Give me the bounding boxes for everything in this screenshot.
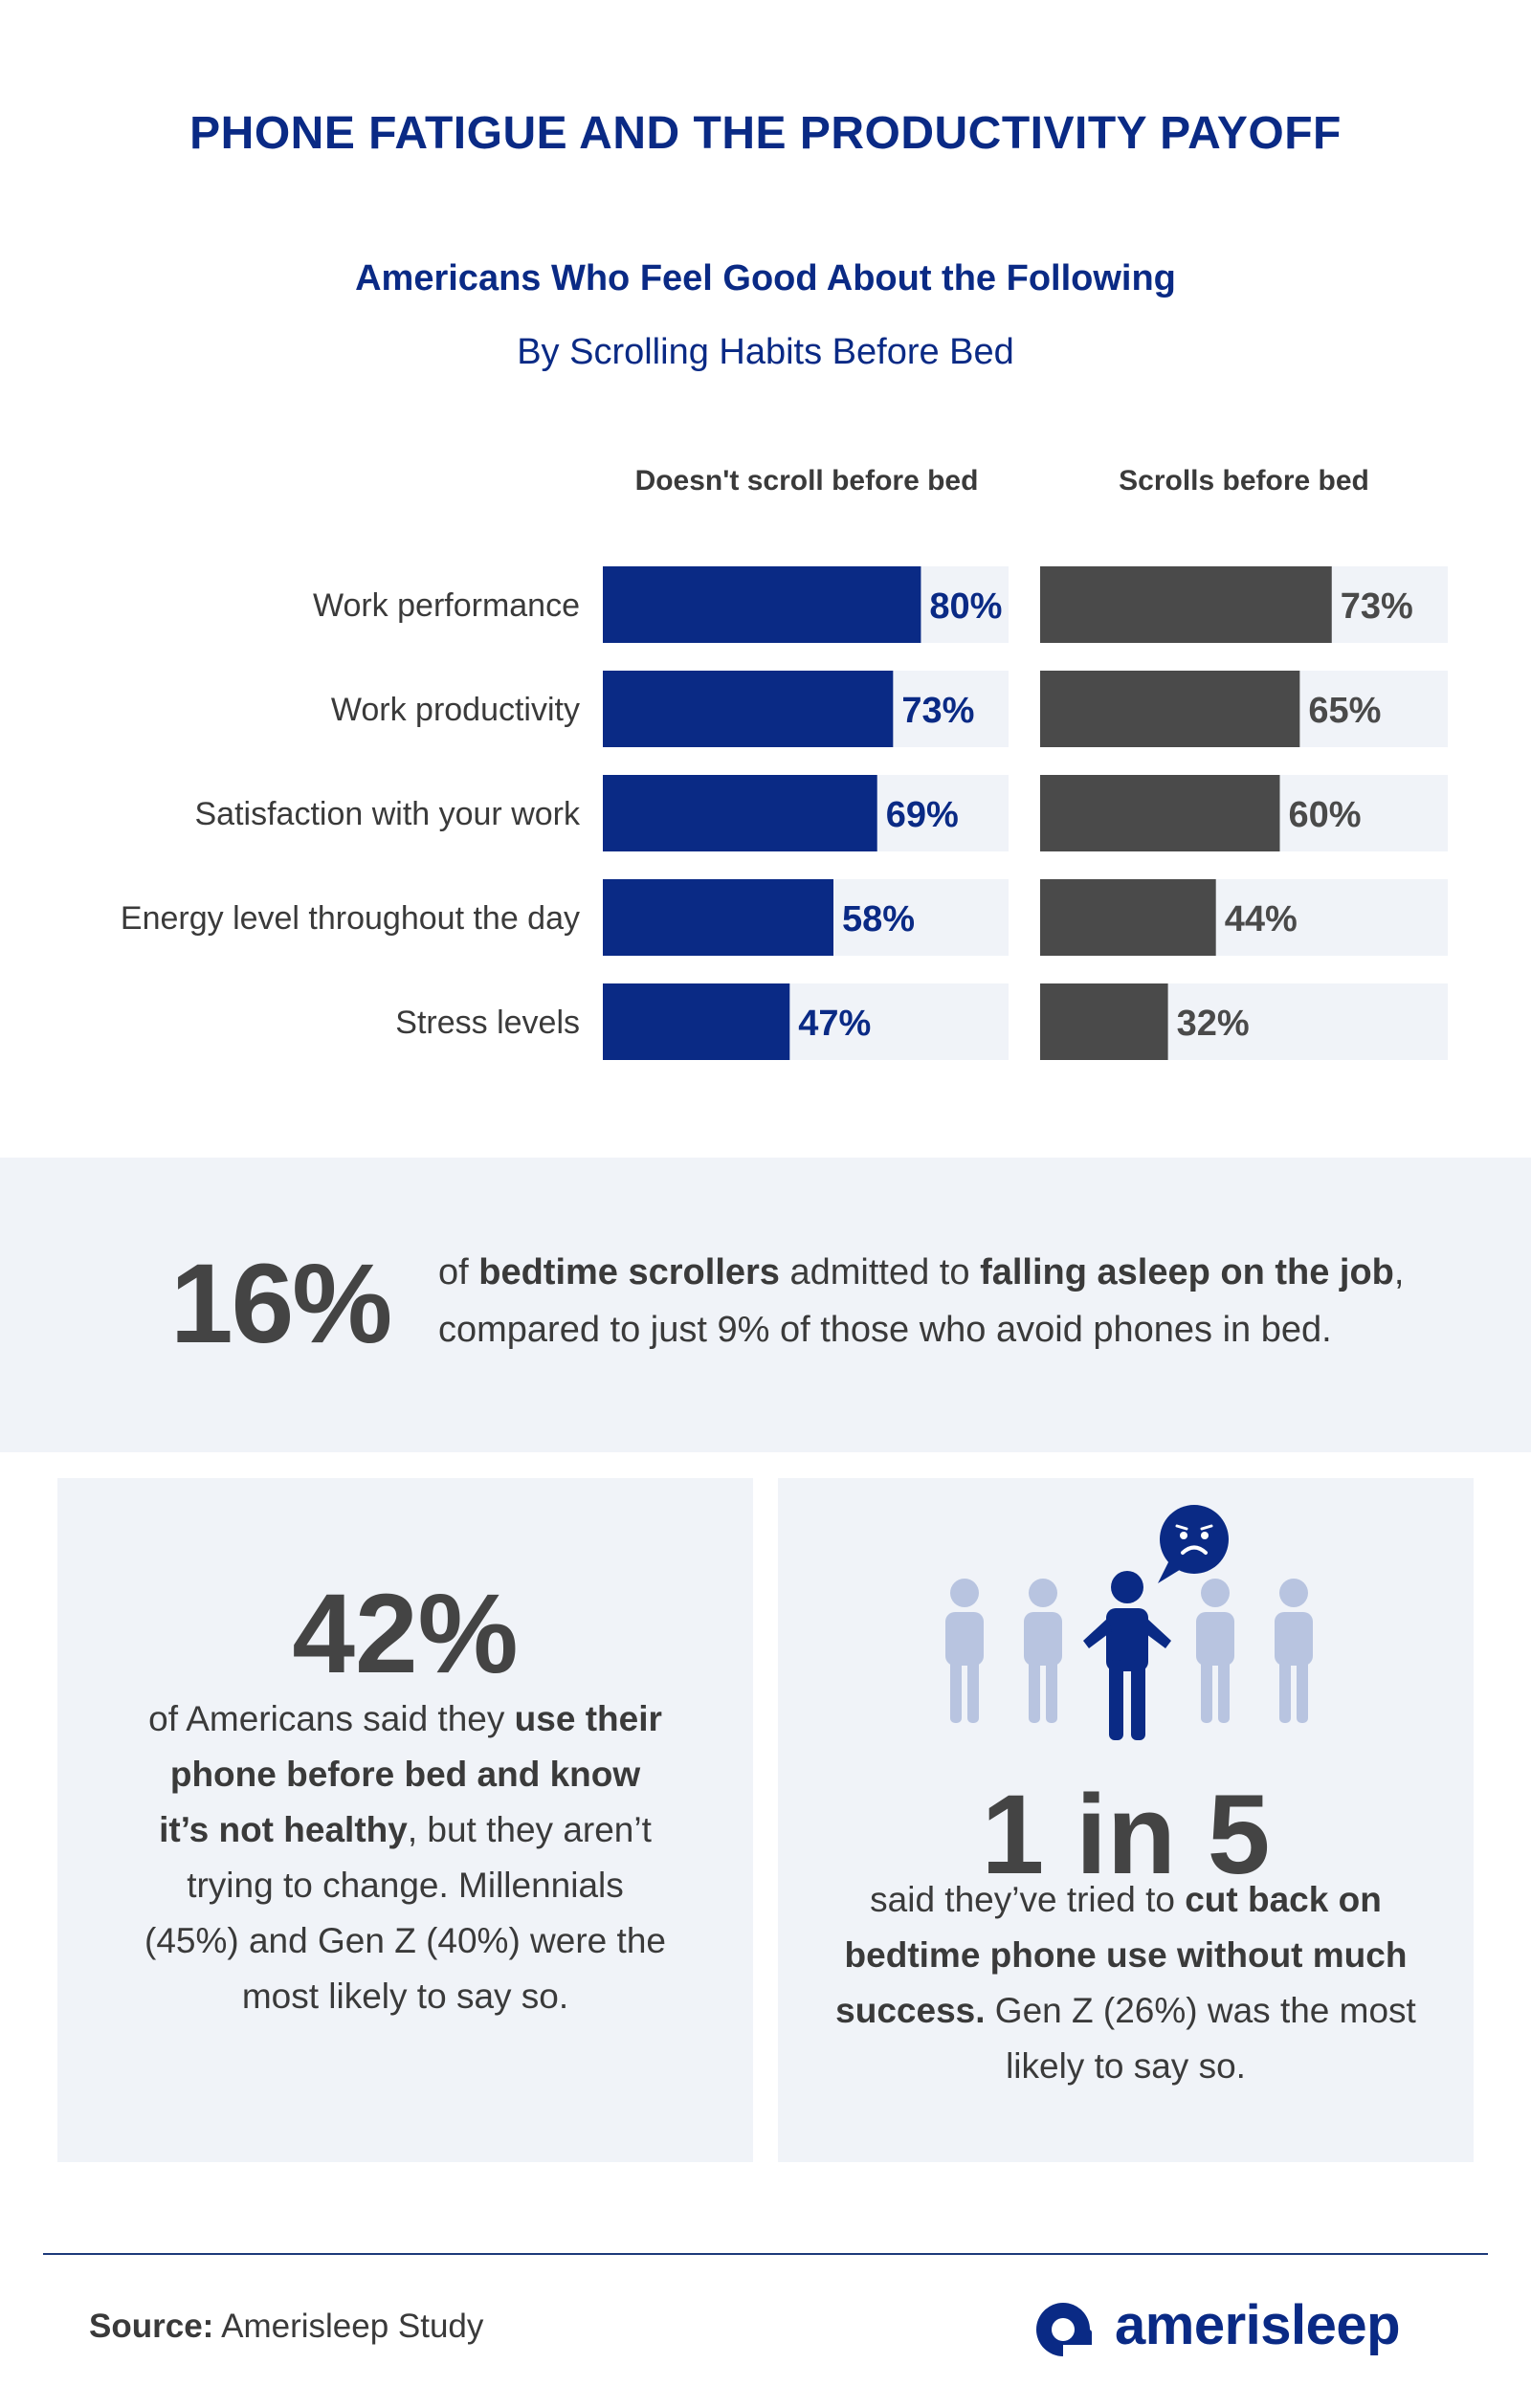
brand-name: amerisleep <box>1115 2294 1401 2356</box>
frustrated-person-icon <box>945 1505 1313 1740</box>
category-label-work-productivity: Work productivity <box>331 692 580 728</box>
bar-no-scroll-work-performance <box>603 566 921 643</box>
source-note: Source: Amerisleep Study <box>89 2308 484 2345</box>
value-label-no-scroll-stress-levels: 47% <box>798 1004 871 1044</box>
footer-divider <box>43 2253 1488 2255</box>
chart-title: Americans Who Feel Good About the Follow… <box>355 258 1176 298</box>
bar-no-scroll-satisfaction-with-your-work <box>603 775 877 851</box>
bar-scrolls-stress-levels <box>1040 983 1168 1060</box>
stat-1in5-text: said they’ve tried to cut back on bedtim… <box>835 1880 1416 2086</box>
value-label-no-scroll-work-productivity: 73% <box>901 691 974 731</box>
bar-scrolls-satisfaction-with-your-work <box>1040 775 1280 851</box>
bar-no-scroll-stress-levels <box>603 983 790 1060</box>
stat-1in5-number: 1 in 5 <box>981 1772 1271 1898</box>
bar-scrolls-energy-level-throughout-the-day <box>1040 879 1216 956</box>
series-header-scrolls: Scrolls before bed <box>1119 465 1369 497</box>
stat-band <box>0 1158 1531 1452</box>
stat-42-number: 42% <box>292 1571 519 1697</box>
series-header-no-scroll: Doesn't scroll before bed <box>635 465 979 497</box>
bar-no-scroll-work-productivity <box>603 671 894 747</box>
page-title: PHONE FATIGUE AND THE PRODUCTIVITY PAYOF… <box>189 108 1342 159</box>
value-label-scrolls-satisfaction-with-your-work: 60% <box>1288 795 1361 835</box>
chart-subtitle: By Scrolling Habits Before Bed <box>517 332 1014 372</box>
bars-layer: Work performance 80% 73% Work productivity 7… <box>121 566 1448 1060</box>
value-label-scrolls-work-performance: 73% <box>1341 586 1413 627</box>
category-label-work-performance: Work performance <box>313 587 580 624</box>
value-label-no-scroll-work-performance: 80% <box>929 586 1002 627</box>
bar-chart: Doesn't scroll before bed Scrolls before… <box>121 465 1448 1060</box>
stat-42-text: of Americans said they use their phone b… <box>144 1699 666 2016</box>
category-label-satisfaction-with-your-work: Satisfaction with your work <box>195 796 581 832</box>
value-label-no-scroll-energy-level-throughout-the-day: 58% <box>842 899 915 939</box>
category-label-energy-level-throughout-the-day: Energy level throughout the day <box>121 900 580 937</box>
value-label-no-scroll-satisfaction-with-your-work: 69% <box>886 795 959 835</box>
bar-scrolls-work-performance <box>1040 566 1332 643</box>
category-label-stress-levels: Stress levels <box>395 1005 580 1041</box>
stat-card-42 <box>57 1478 753 2162</box>
value-label-scrolls-work-productivity: 65% <box>1308 691 1381 731</box>
bar-scrolls-work-productivity <box>1040 671 1300 747</box>
brand-logo-icon <box>1036 2303 1092 2358</box>
value-label-scrolls-stress-levels: 32% <box>1177 1004 1250 1044</box>
stat-16-text: of bedtime scrollers admitted to falling… <box>438 1252 1405 1350</box>
stat-16-number: 16% <box>170 1241 392 1367</box>
value-label-scrolls-energy-level-throughout-the-day: 44% <box>1225 899 1298 939</box>
bar-no-scroll-energy-level-throughout-the-day <box>603 879 834 956</box>
brand-logo: amerisleep <box>1029 2291 1401 2369</box>
